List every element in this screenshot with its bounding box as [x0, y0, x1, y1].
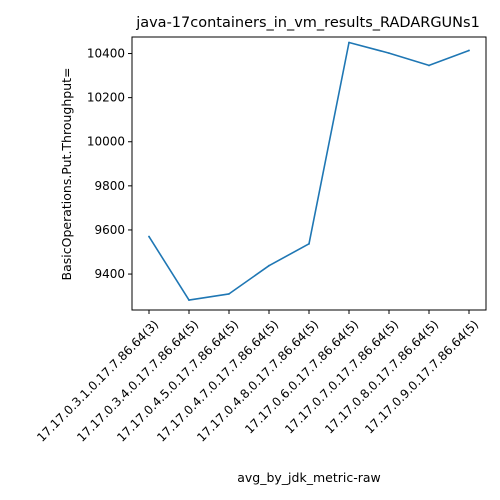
data-point — [348, 41, 350, 44]
data-point — [148, 235, 150, 238]
data-point — [188, 299, 190, 301]
plot-frame — [131, 36, 487, 311]
chart-title: java-17containers_in_vm_results_RADARGUN… — [135, 15, 480, 31]
x-axis-label: avg_by_jdk_metric-raw — [237, 470, 381, 485]
data-point — [428, 64, 430, 67]
x-axis-ticks: 17.17.0.3.1.0.17.7.86.64(3)17.17.0.3.4.0… — [34, 310, 481, 445]
y-axis-label: BasicOperations.Put.Throughput= — [59, 68, 74, 281]
data-point — [388, 52, 390, 54]
data-point — [308, 242, 310, 245]
data-point — [468, 49, 470, 52]
y-tick-label: 9400 — [94, 267, 125, 281]
data-point — [228, 293, 230, 295]
y-tick-label: 9800 — [94, 179, 125, 193]
y-tick-label: 9600 — [94, 223, 125, 237]
series-layer — [148, 41, 470, 301]
y-axis-ticks: 9400 9600 9800 10000 10200 10400 — [87, 47, 132, 281]
y-tick-label: 10000 — [87, 135, 125, 149]
data-point — [268, 264, 270, 267]
y-tick-label: 10200 — [87, 91, 125, 105]
y-tick-label: 10400 — [87, 47, 125, 61]
